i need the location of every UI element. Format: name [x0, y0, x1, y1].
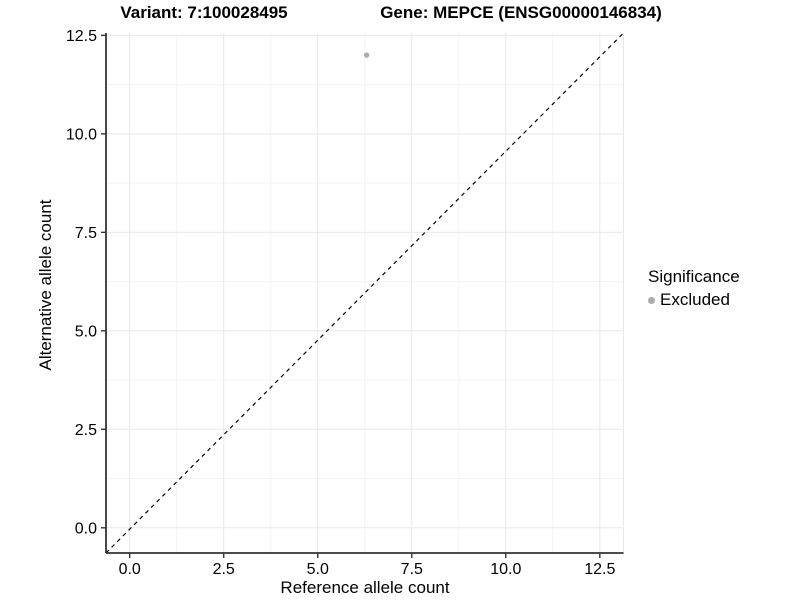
y-tick-label: 10.0: [66, 126, 97, 143]
plot-title-gene: Gene: MEPCE (ENSG00000146834): [380, 3, 662, 22]
plot-title-variant: Variant: 7:100028495: [120, 3, 288, 22]
legend-point-icon: [648, 296, 655, 304]
data-point-excluded: [363, 52, 370, 58]
y-tick-label: 2.5: [75, 422, 97, 439]
x-tick-label: 5.0: [307, 561, 329, 578]
x-axis-title: Reference allele count: [280, 578, 450, 597]
identity-dashed-line: [105, 32, 624, 554]
legend: Significance Excluded: [648, 267, 740, 310]
x-tick-label: 10.0: [490, 561, 521, 578]
x-tick-label: 12.5: [584, 561, 615, 578]
x-tick-label: 2.5: [213, 561, 235, 578]
legend-item-excluded: Excluded: [648, 290, 740, 310]
y-axis-title: Alternative allele count: [36, 199, 55, 371]
x-tick-label: 0.0: [119, 561, 141, 578]
legend-item-label: Excluded: [660, 290, 730, 309]
y-tick-label: 5.0: [75, 323, 97, 340]
y-tick-label: 12.5: [66, 28, 97, 45]
x-tick-label: 7.5: [401, 561, 423, 578]
legend-title: Significance: [648, 267, 740, 286]
y-tick-label: 0.0: [75, 520, 97, 537]
y-tick-label: 7.5: [75, 225, 97, 242]
